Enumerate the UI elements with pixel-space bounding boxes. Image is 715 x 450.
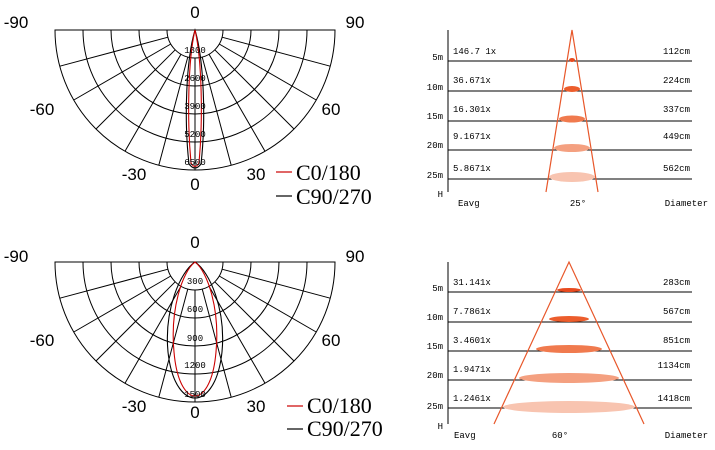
- angle-label-minus-90: -90: [4, 247, 29, 266]
- h-axis-label: H: [438, 422, 443, 432]
- angle-label-60: 60: [322, 331, 341, 350]
- angle-label-minus-30: -30: [122, 397, 147, 416]
- row-diameter: 224cm: [663, 76, 690, 86]
- row-lux: 1.2461x: [453, 394, 491, 404]
- ring-label: 1500: [184, 390, 206, 400]
- legend-label-c90: C90/270: [307, 416, 383, 441]
- ring-label: 1200: [184, 361, 206, 371]
- angle-label-30: 30: [247, 397, 266, 416]
- polar-diagram-bottom: 300 600 900 1200 1500 0 0 -90 90 -60 60 …: [4, 233, 383, 441]
- row-lux: 16.301x: [453, 105, 491, 115]
- angle-label-0-bottom: 0: [190, 403, 199, 422]
- row-distance: 10m: [427, 83, 443, 93]
- row-distance: 15m: [427, 112, 443, 122]
- ring-label: 900: [187, 334, 203, 344]
- row-lux: 9.1671x: [453, 132, 491, 142]
- row-distance: 25m: [427, 402, 443, 412]
- beam-spots-top: [549, 58, 595, 182]
- c0-curve-bottom: [172, 261, 218, 397]
- legend-label-c90: C90/270: [296, 184, 372, 209]
- c0-curve-top: [188, 29, 202, 168]
- angle-label-minus-60: -60: [30, 100, 55, 119]
- row-distance: 5m: [432, 53, 443, 63]
- ring-label: 300: [187, 277, 203, 287]
- h-axis-label: H: [438, 190, 443, 200]
- row-lux: 3.4601x: [453, 336, 491, 346]
- angle-label-minus-90: -90: [4, 13, 29, 32]
- beam-cone-top: [545, 29, 599, 193]
- row-diameter: 1418cm: [658, 394, 690, 404]
- polar-grid-top: [54, 29, 336, 171]
- legend-top: C0/180 C90/270: [276, 160, 372, 209]
- row-lux: 7.7861x: [453, 307, 491, 317]
- ring-label: 5200: [184, 130, 206, 140]
- angle-label-60: 60: [322, 100, 341, 119]
- c90-curve-bottom: [166, 261, 224, 399]
- beam-table-top: 5m 146.7 1x 112cm 10m 36.671x 224cm 15m …: [427, 29, 708, 209]
- row-distance: 20m: [427, 371, 443, 381]
- row-diameter: 449cm: [663, 132, 690, 142]
- c90-curve-top: [185, 28, 205, 169]
- row-diameter: 567cm: [663, 307, 690, 317]
- row-diameter: 283cm: [663, 278, 690, 288]
- ring-label: 3900: [184, 102, 206, 112]
- row-diameter: 851cm: [663, 336, 690, 346]
- legend-label-c0: C0/180: [296, 160, 361, 185]
- ring-label: 2600: [184, 74, 206, 84]
- beam-angle-label: 60°: [552, 431, 568, 441]
- row-distance: 5m: [432, 284, 443, 294]
- legend-bottom: C0/180 C90/270: [287, 393, 383, 441]
- row-lux: 36.671x: [453, 76, 491, 86]
- angle-label-90: 90: [346, 247, 365, 266]
- beam-rows-bottom: 5m 31.141x 283cm 10m 7.7861x 567cm 15m 3…: [427, 278, 690, 412]
- legend-label-c0: C0/180: [307, 393, 372, 418]
- row-diameter: 112cm: [663, 47, 690, 57]
- angle-label-0-top: 0: [190, 233, 199, 252]
- ring-label: 600: [187, 305, 203, 315]
- angle-label-0-top: 0: [190, 3, 199, 22]
- beam-table-bottom: 5m 31.141x 283cm 10m 7.7861x 567cm 15m 3…: [427, 260, 708, 441]
- ring-labels-bottom: 300 600 900 1200 1500: [184, 277, 206, 400]
- row-diameter: 337cm: [663, 105, 690, 115]
- row-diameter: 1134cm: [658, 361, 690, 371]
- row-distance: 10m: [427, 313, 443, 323]
- row-diameter: 562cm: [663, 164, 690, 174]
- angle-label-minus-30: -30: [122, 165, 147, 184]
- row-distance: 15m: [427, 342, 443, 352]
- beam-rows-top: 5m 146.7 1x 112cm 10m 36.671x 224cm 15m …: [427, 47, 690, 181]
- angle-label-minus-60: -60: [30, 331, 55, 350]
- angle-label-0-bottom: 0: [190, 175, 199, 194]
- angle-label-90: 90: [346, 13, 365, 32]
- row-distance: 25m: [427, 171, 443, 181]
- angle-labels-top: 0 0 -90 90 -60 60 -30 30: [4, 3, 365, 194]
- eavg-label: Eavg: [458, 199, 480, 209]
- row-distance: 20m: [427, 141, 443, 151]
- polar-diagram-top: 1300 2600 3900 5200 6500 0 0 -90 90 -60 …: [4, 3, 372, 209]
- eavg-label: Eavg: [454, 431, 476, 441]
- beam-angle-label: 25°: [570, 199, 586, 209]
- diameter-label: Diameter: [665, 431, 708, 441]
- row-lux: 1.9471x: [453, 365, 491, 375]
- row-lux: 5.8671x: [453, 164, 491, 174]
- ring-label: 1300: [184, 46, 206, 56]
- ring-label: 6500: [184, 158, 206, 168]
- angle-label-30: 30: [247, 165, 266, 184]
- beam-spots-bottom: [503, 288, 635, 413]
- row-lux: 146.7 1x: [453, 47, 496, 57]
- diameter-label: Diameter: [665, 199, 708, 209]
- angle-labels-bottom: 0 0 -90 90 -60 60 -30 30: [4, 233, 365, 422]
- ring-labels-top: 1300 2600 3900 5200 6500: [184, 46, 206, 168]
- row-lux: 31.141x: [453, 278, 491, 288]
- beam-cone-bottom: [493, 260, 645, 425]
